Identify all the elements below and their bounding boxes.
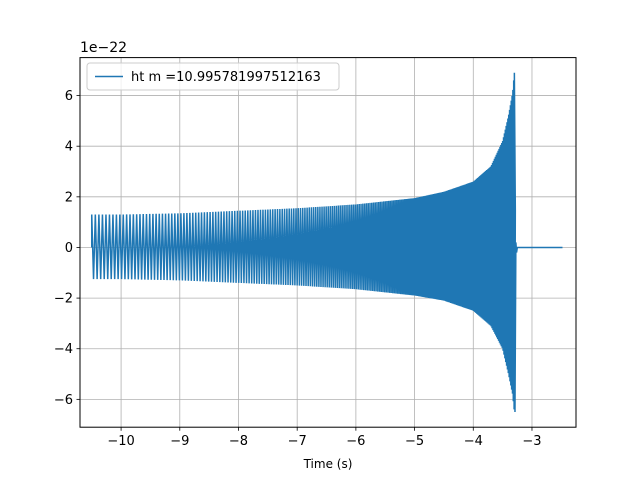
y-tick-label: −6 [54, 393, 73, 408]
y-tick-label: 4 [65, 140, 73, 155]
x-tick-label: −3 [522, 434, 541, 449]
x-tick-label: −5 [405, 434, 424, 449]
y-tick-label: −4 [54, 342, 73, 357]
legend-label: ht m =10.995781997512163 [131, 70, 321, 85]
axes-frame [79, 57, 577, 428]
y-offset-label: 1e−22 [80, 40, 127, 56]
y-tick-label: 0 [65, 241, 73, 256]
x-tick-label: −6 [346, 434, 365, 449]
x-tick-label: −9 [170, 434, 189, 449]
legend-box [86, 62, 340, 91]
x-axis-label: Time (s) [303, 457, 353, 471]
y-axis-ticks: −6 −4 −2 0 2 4 6 [54, 89, 80, 408]
y-tick-label: 2 [65, 190, 73, 205]
series-line [90, 72, 563, 413]
x-tick-label: −7 [288, 434, 307, 449]
y-tick-label: −2 [54, 292, 73, 307]
x-axis-ticks: −10 −9 −8 −7 −6 −5 −4 −3 [107, 427, 542, 449]
x-tick-label: −4 [464, 434, 483, 449]
x-tick-label: −10 [107, 434, 134, 449]
plot-area [90, 72, 563, 413]
x-tick-label: −8 [229, 434, 248, 449]
legend: ht m =10.995781997512163 [86, 62, 340, 91]
y-tick-label: 6 [65, 89, 73, 104]
